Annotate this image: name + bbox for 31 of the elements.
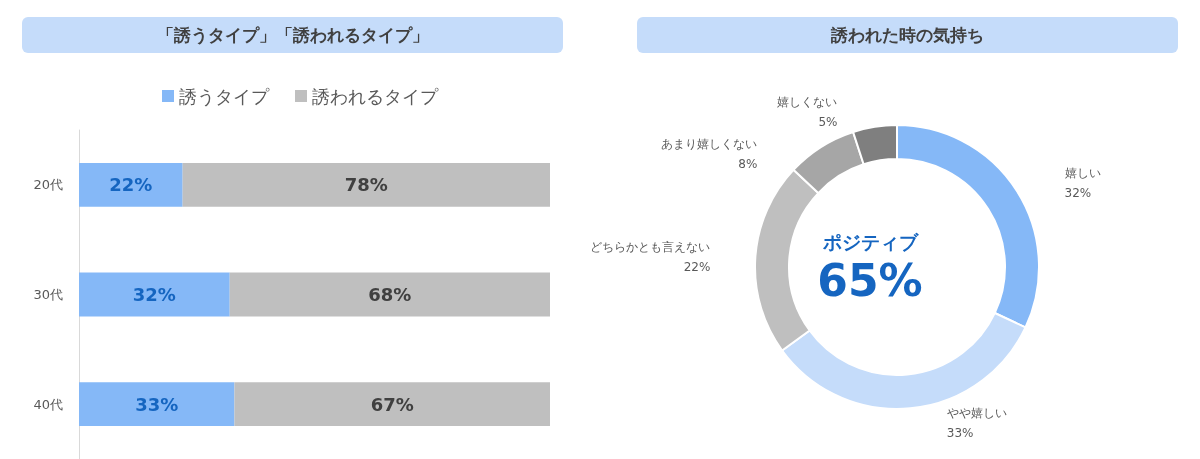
text: 65% bbox=[817, 254, 923, 306]
data-label: 8% bbox=[738, 156, 758, 171]
data-label: 68% bbox=[368, 284, 412, 305]
data-label: 5% bbox=[818, 114, 838, 129]
data-label: 32% bbox=[132, 284, 176, 305]
slice-label: 嬉しくない bbox=[777, 94, 838, 109]
bar bbox=[79, 272, 230, 317]
data-label: 67% bbox=[370, 393, 414, 415]
y-tick-label: 30代 bbox=[33, 287, 63, 302]
slice-label: 嬉しい bbox=[1064, 165, 1101, 180]
slice-label: やや嬉しい bbox=[946, 406, 1007, 421]
slice-label: どちらかとも言えない bbox=[590, 240, 711, 255]
bar bbox=[79, 382, 235, 427]
data-label: 32% bbox=[1064, 185, 1092, 200]
chart-title: 誘われた時の気持ち bbox=[637, 17, 1178, 53]
y-tick-label: 20代 bbox=[33, 177, 63, 193]
bar bbox=[79, 162, 183, 207]
data-label: 78% bbox=[344, 174, 388, 196]
legend-label: 誘われるタイプ bbox=[312, 85, 439, 107]
bar bbox=[182, 162, 550, 207]
slice-label: あまり嬉しくない bbox=[661, 136, 758, 151]
legend-label: 誘うタイプ bbox=[179, 85, 270, 107]
bar bbox=[229, 272, 550, 317]
data-label: 22% bbox=[683, 260, 711, 275]
data-label: 33% bbox=[135, 393, 179, 415]
data-label: 33% bbox=[946, 426, 974, 441]
bar bbox=[234, 382, 550, 427]
data-label: 22% bbox=[109, 174, 153, 196]
y-tick-label: 40代 bbox=[33, 396, 63, 412]
text: ポジティブ bbox=[821, 230, 919, 253]
chart-title: 「誘うタイプ」「誘われるタイプ」 bbox=[22, 17, 563, 53]
